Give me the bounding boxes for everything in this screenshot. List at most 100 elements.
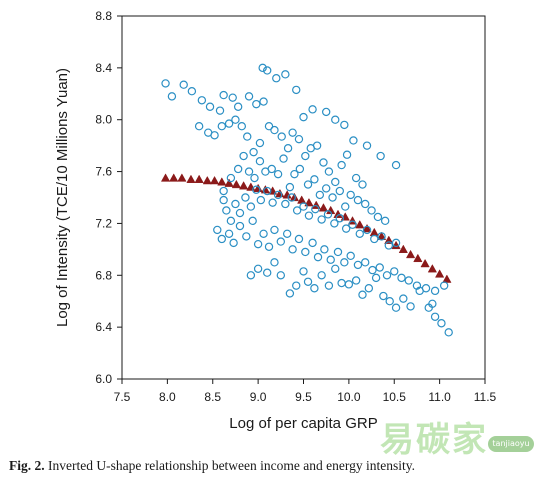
- observed-circle-point: [167, 92, 177, 101]
- observed-circle-point: [376, 151, 385, 161]
- observed-circle-point: [313, 252, 323, 262]
- observed-circle-point: [279, 154, 288, 163]
- observed-circle-point: [385, 297, 394, 306]
- x-tick-label: 8.5: [204, 390, 221, 404]
- observed-circle-point: [228, 93, 237, 102]
- observed-circle-point: [205, 102, 215, 111]
- observed-circle-point: [219, 90, 228, 100]
- observed-circle-point: [233, 102, 243, 111]
- observed-circle-point: [252, 99, 261, 109]
- observed-circle-point: [362, 141, 372, 150]
- observed-circle-point: [342, 150, 352, 159]
- observed-circle-point: [303, 180, 313, 189]
- observed-circle-point: [301, 151, 310, 161]
- observed-circle-point: [288, 128, 297, 137]
- observed-circle-point: [187, 86, 197, 96]
- observed-circle-point: [344, 280, 354, 289]
- observed-circle-point: [319, 158, 328, 167]
- observed-circle-point: [270, 125, 279, 135]
- observed-circle-point: [259, 229, 268, 238]
- observed-circle-point: [358, 290, 367, 299]
- observed-circle-point: [243, 132, 252, 141]
- x-tick-label: 11.0: [428, 390, 451, 404]
- fitted-triangle-point: [217, 177, 227, 186]
- observed-circle-point: [264, 242, 274, 251]
- fitted-triangle-point: [289, 192, 300, 202]
- observed-circle-point: [253, 239, 263, 249]
- observed-circle-point: [288, 245, 297, 254]
- observed-circle-point: [390, 267, 399, 276]
- observed-circle-point: [287, 193, 296, 202]
- observed-circle-point: [358, 180, 367, 189]
- observed-circle-point: [317, 271, 326, 280]
- observed-circle-point: [276, 237, 286, 246]
- observed-circle-point: [231, 115, 240, 124]
- observed-circle-point: [217, 234, 227, 244]
- watermark-badge: tanjiaoyu: [488, 436, 534, 452]
- observed-circle-point: [226, 173, 236, 183]
- observed-circle-point: [273, 190, 283, 200]
- fitted-triangle-point: [202, 175, 212, 185]
- observed-circle-point: [179, 80, 188, 89]
- observed-circle-point: [326, 255, 335, 264]
- x-tick-label: 10.0: [337, 390, 361, 404]
- observed-circle-point: [285, 289, 295, 298]
- fitted-triangle-point: [260, 185, 271, 194]
- observed-circle-point: [292, 85, 301, 95]
- plot-axes: 7.5 8.0 8.5 9.0 9.5 10.0 10.5 11.0 11.5 6.0 6.4 6.8…: [95, 9, 496, 404]
- observed-circle-point: [391, 160, 401, 170]
- watermark-logo: 易碳家 tanjiaoyu: [380, 412, 552, 490]
- caption-text: Inverted U-shape relationship between in…: [48, 458, 416, 473]
- observed-circle-point: [256, 195, 266, 205]
- figure-caption: Fig. 2. Inverted U-shape relationship be…: [9, 458, 549, 474]
- observed-circle-point: [310, 175, 319, 184]
- observed-circle-point: [233, 164, 243, 174]
- observed-circle-point: [368, 265, 377, 275]
- observed-circle-point: [382, 271, 392, 280]
- fitted-triangle-point: [362, 223, 372, 233]
- observed-circle-point: [161, 79, 170, 88]
- observed-circle-point: [217, 121, 227, 131]
- observed-circle-point: [370, 234, 379, 244]
- observed-circle-point: [361, 258, 370, 267]
- observed-circle-point: [379, 291, 388, 301]
- observed-circle-point: [430, 312, 440, 321]
- observed-circle-point: [323, 210, 333, 219]
- observed-circle-point: [355, 229, 364, 238]
- observed-circle-point: [406, 302, 415, 311]
- y-tick-label: 7.2: [95, 216, 112, 230]
- y-tick-label: 7.6: [95, 165, 112, 179]
- observed-circle-point: [362, 225, 372, 235]
- observed-circle-point: [299, 202, 308, 211]
- fitted-triangle-point: [160, 173, 171, 182]
- fitted-triangle-point: [318, 203, 329, 212]
- observed-circle-point: [337, 278, 346, 288]
- observed-circle-point: [331, 264, 340, 274]
- observed-circle-point: [371, 273, 381, 283]
- observed-circle-point: [335, 186, 344, 196]
- y-axis-title: Log of Intensity (TCE/10 Millions Yuan): [54, 68, 71, 327]
- fitted-triangle-point: [275, 188, 285, 198]
- observed-circle-point: [295, 164, 305, 174]
- observed-circle-point: [348, 220, 357, 229]
- y-tick-label: 8.0: [95, 113, 112, 127]
- x-tick-label: 11.5: [474, 390, 497, 404]
- observed-circle-point: [430, 286, 440, 296]
- fitted-triangle-point: [391, 240, 401, 250]
- observed-circle-point: [317, 215, 326, 224]
- observed-circle-point: [249, 147, 258, 157]
- observed-circle-point: [250, 173, 259, 183]
- observed-circle-point: [311, 204, 320, 214]
- observed-circle-point: [276, 271, 286, 280]
- observed-circle-point: [351, 276, 361, 285]
- observed-circle-point: [258, 63, 267, 73]
- y-tick-label: 6.4: [95, 320, 112, 334]
- x-tick-label: 7.5: [114, 390, 131, 404]
- observed-circle-point: [255, 138, 265, 148]
- observed-circle-point: [415, 286, 424, 296]
- caption-label: Fig. 2.: [9, 458, 45, 473]
- observed-circle-point: [301, 247, 310, 257]
- fitted-triangle-point: [435, 269, 445, 278]
- observed-circle-point: [267, 164, 276, 174]
- observed-circle-point: [341, 224, 351, 233]
